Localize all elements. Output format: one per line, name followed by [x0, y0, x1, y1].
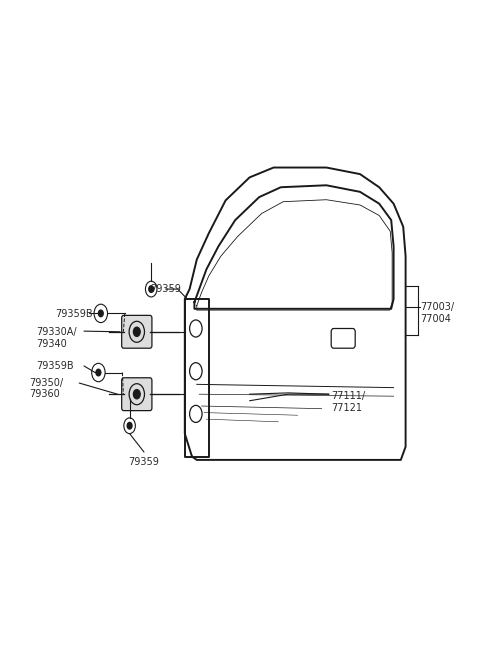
Circle shape — [96, 369, 101, 376]
Circle shape — [133, 327, 140, 336]
Text: 79359B: 79359B — [36, 361, 73, 371]
Circle shape — [127, 422, 132, 429]
Circle shape — [149, 286, 154, 292]
Circle shape — [98, 310, 103, 317]
FancyBboxPatch shape — [121, 315, 152, 348]
Text: 79359: 79359 — [129, 457, 159, 466]
Text: 77003/
77004: 77003/ 77004 — [420, 302, 454, 324]
Text: 79359: 79359 — [150, 284, 181, 294]
Circle shape — [133, 390, 140, 399]
FancyBboxPatch shape — [121, 378, 152, 411]
Text: 79359B: 79359B — [55, 309, 93, 319]
Text: 79330A/
79340: 79330A/ 79340 — [36, 327, 77, 349]
Text: 79350/
79360: 79350/ 79360 — [29, 378, 63, 399]
Text: 77111/
77121: 77111/ 77121 — [331, 391, 365, 413]
